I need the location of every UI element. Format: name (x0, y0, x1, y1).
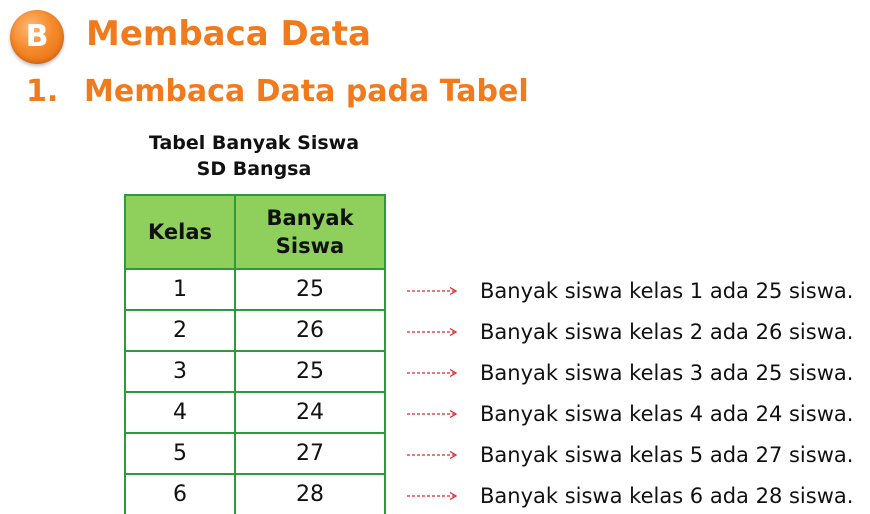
statement-list: Banyak siswa kelas 1 ada 25 siswa. Banya… (406, 270, 870, 514)
dashed-arrow-icon (407, 491, 458, 500)
table-row: 3 25 (124, 350, 386, 393)
cell-kelas: 6 (124, 473, 236, 514)
table-row: 6 28 (124, 473, 386, 514)
section-badge: B (10, 10, 64, 64)
cell-banyak: 25 (234, 350, 386, 393)
dashed-arrow-icon (407, 286, 458, 295)
dashed-arrow-icon (407, 327, 458, 336)
cell-kelas: 4 (124, 391, 236, 434)
cell-banyak: 25 (234, 268, 386, 311)
header-banyak-line2: Siswa (275, 234, 345, 258)
cell-kelas: 3 (124, 350, 236, 393)
statement-item: Banyak siswa kelas 5 ada 27 siswa. (406, 434, 870, 475)
statement-text: Banyak siswa kelas 3 ada 25 siswa. (480, 360, 854, 385)
cell-banyak: 28 (234, 473, 386, 514)
section-badge-letter: B (25, 19, 49, 54)
subsection-heading: 1. Membaca Data pada Tabel (26, 74, 529, 109)
dashed-arrow-icon (407, 450, 458, 459)
statement-text: Banyak siswa kelas 1 ada 25 siswa. (480, 278, 854, 303)
dashed-arrow-icon (407, 368, 458, 377)
subsection-number: 1. (26, 74, 59, 109)
statement-item: Banyak siswa kelas 4 ada 24 siswa. (406, 393, 870, 434)
table-caption-line2: SD Bangsa (196, 158, 312, 180)
dashed-arrow-icon (407, 409, 458, 418)
table-caption-line1: Tabel Banyak Siswa (148, 132, 360, 154)
statement-text: Banyak siswa kelas 6 ada 28 siswa. (480, 483, 854, 508)
cell-kelas: 1 (124, 268, 236, 311)
cell-kelas: 5 (124, 432, 236, 475)
cell-banyak: 27 (234, 432, 386, 475)
data-table: Kelas Banyak Siswa 1 25 2 26 3 25 4 (124, 194, 386, 514)
cell-banyak: 24 (234, 391, 386, 434)
table-row: 2 26 (124, 309, 386, 352)
cell-kelas: 2 (124, 309, 236, 352)
header-banyak-siswa: Banyak Siswa (234, 194, 386, 270)
statement-item: Banyak siswa kelas 3 ada 25 siswa. (406, 352, 870, 393)
table-row: 5 27 (124, 432, 386, 475)
section-title: Membaca Data (86, 14, 371, 54)
statement-text: Banyak siswa kelas 5 ada 27 siswa. (480, 442, 854, 467)
statement-item: Banyak siswa kelas 1 ada 25 siswa. (406, 270, 870, 311)
header-kelas: Kelas (124, 194, 236, 270)
table-caption: Tabel Banyak Siswa SD Bangsa (124, 130, 384, 182)
statement-item: Banyak siswa kelas 2 ada 26 siswa. (406, 311, 870, 352)
subsection-title: Membaca Data pada Tabel (84, 74, 529, 109)
statement-text: Banyak siswa kelas 4 ada 24 siswa. (480, 401, 854, 426)
header-banyak-line1: Banyak (266, 206, 354, 230)
table-row: 4 24 (124, 391, 386, 434)
statement-item: Banyak siswa kelas 6 ada 28 siswa. (406, 475, 870, 514)
statement-text: Banyak siswa kelas 2 ada 26 siswa. (480, 319, 854, 344)
cell-banyak: 26 (234, 309, 386, 352)
table-header-row: Kelas Banyak Siswa (124, 194, 386, 270)
table-row: 1 25 (124, 268, 386, 311)
